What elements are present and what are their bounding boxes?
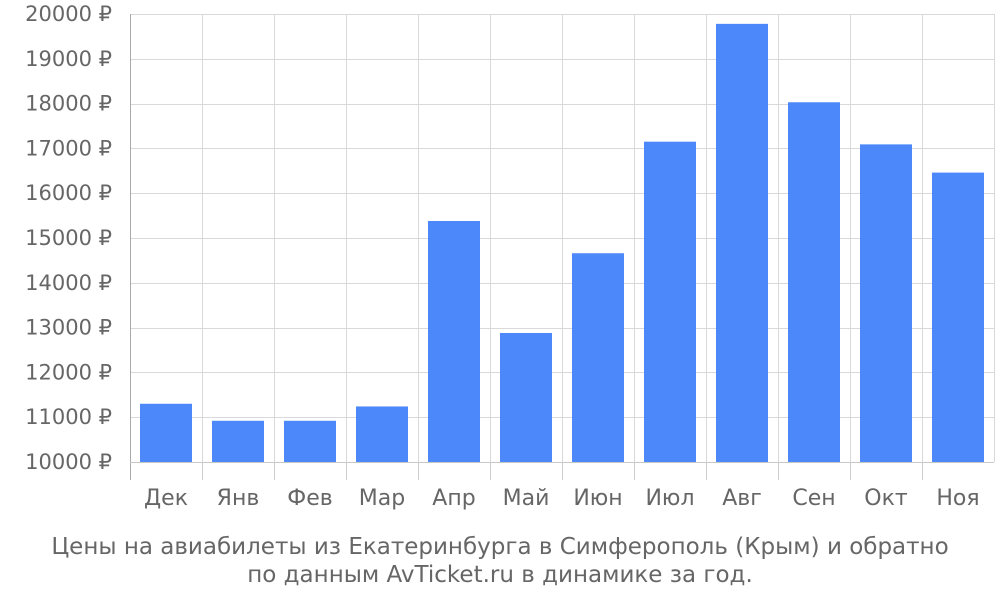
y-tick-label: 19000 ₽ — [25, 47, 112, 71]
bar — [644, 141, 696, 462]
x-tick-label: Апр — [432, 486, 475, 511]
x-tick-label: Май — [503, 486, 550, 511]
y-tick-label: 20000 ₽ — [25, 2, 112, 26]
x-tick-label: Ноя — [936, 486, 979, 511]
bar — [860, 144, 912, 463]
x-tick-label: Окт — [864, 486, 908, 511]
x-tick-label: Июн — [573, 486, 622, 511]
y-tick-label: 14000 ₽ — [25, 271, 112, 295]
bar — [500, 332, 552, 462]
bar — [572, 253, 624, 462]
y-tick-label: 17000 ₽ — [25, 136, 112, 160]
x-tick-label: Сен — [792, 486, 835, 511]
y-tick-label: 11000 ₽ — [25, 405, 112, 429]
y-tick-label: 13000 ₽ — [25, 316, 112, 340]
x-tick-label: Мар — [359, 486, 405, 511]
x-tick-label: Авг — [722, 486, 762, 511]
bar — [788, 102, 840, 463]
y-tick-label: 10000 ₽ — [25, 450, 112, 474]
bar — [356, 406, 408, 462]
x-tick-label: Дек — [144, 486, 188, 511]
bar — [716, 23, 768, 463]
x-tick-label: Янв — [217, 486, 260, 511]
chart-caption-line-2: по данным AvTicket.ru в динамике за год. — [247, 562, 753, 588]
y-tick-label: 16000 ₽ — [25, 181, 112, 205]
bar — [932, 172, 984, 463]
y-tick-label: 15000 ₽ — [25, 226, 112, 250]
x-tick-label: Июл — [645, 486, 694, 511]
bar — [284, 420, 336, 462]
bar — [212, 420, 264, 462]
y-tick-label: 12000 ₽ — [25, 360, 112, 384]
x-tick-label: Фев — [287, 486, 332, 511]
y-tick-label: 18000 ₽ — [25, 92, 112, 116]
bar — [140, 403, 192, 462]
bar — [428, 220, 480, 462]
chart-caption-line-1: Цены на авиабилеты из Екатеринбурга в Си… — [51, 534, 949, 560]
